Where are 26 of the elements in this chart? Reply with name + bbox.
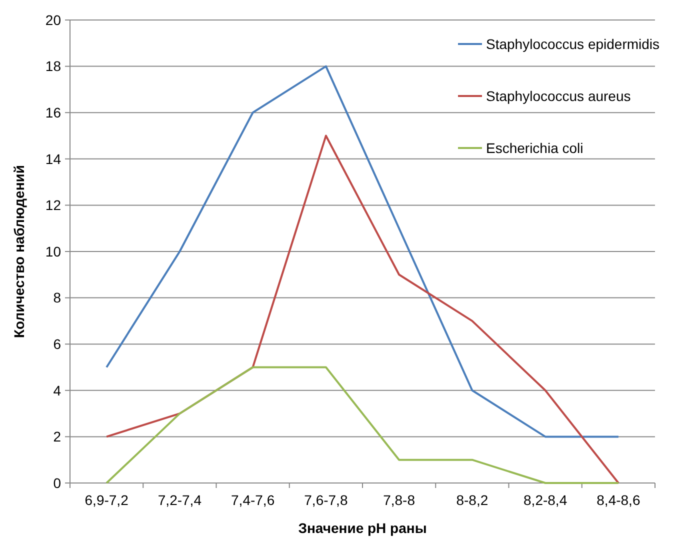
x-axis-title: Значение pH раны xyxy=(298,520,427,536)
x-tick-label: 8,2-8,4 xyxy=(524,492,568,508)
y-tick-label: 4 xyxy=(53,382,62,398)
y-tick-label: 12 xyxy=(45,197,62,214)
y-tick-label: 14 xyxy=(45,150,62,167)
x-tick-label: 7,6-7,8 xyxy=(304,492,348,508)
line-series xyxy=(106,366,620,484)
line-series xyxy=(106,134,620,484)
legend-label: Staphylococcus aureus xyxy=(486,88,631,104)
x-tick-label: 8,4-8,6 xyxy=(596,492,640,508)
x-tick-label: 7,4-7,6 xyxy=(231,492,275,508)
legend-label: Escherichia coli xyxy=(486,140,584,156)
y-tick-label: 10 xyxy=(45,243,62,260)
legend-label: Staphylococcus epidermidis xyxy=(486,36,660,52)
x-tick-label: 7,8-8 xyxy=(383,492,416,508)
y-tick-label: 16 xyxy=(45,104,62,120)
y-tick-label: 8 xyxy=(53,290,62,306)
x-tick-label: 8-8,2 xyxy=(456,492,488,508)
x-tick-label: 6,9-7,2 xyxy=(84,492,129,508)
y-tick-label: 2 xyxy=(53,428,62,445)
y-axis-title: Количество наблюдений xyxy=(11,164,27,338)
y-tick-label: 6 xyxy=(53,336,62,352)
y-tick-label: 18 xyxy=(45,58,62,74)
x-tick-label: 7,2-7,4 xyxy=(158,492,202,508)
y-tick-label: 20 xyxy=(45,12,62,28)
y-tick-label: 0 xyxy=(53,474,62,491)
